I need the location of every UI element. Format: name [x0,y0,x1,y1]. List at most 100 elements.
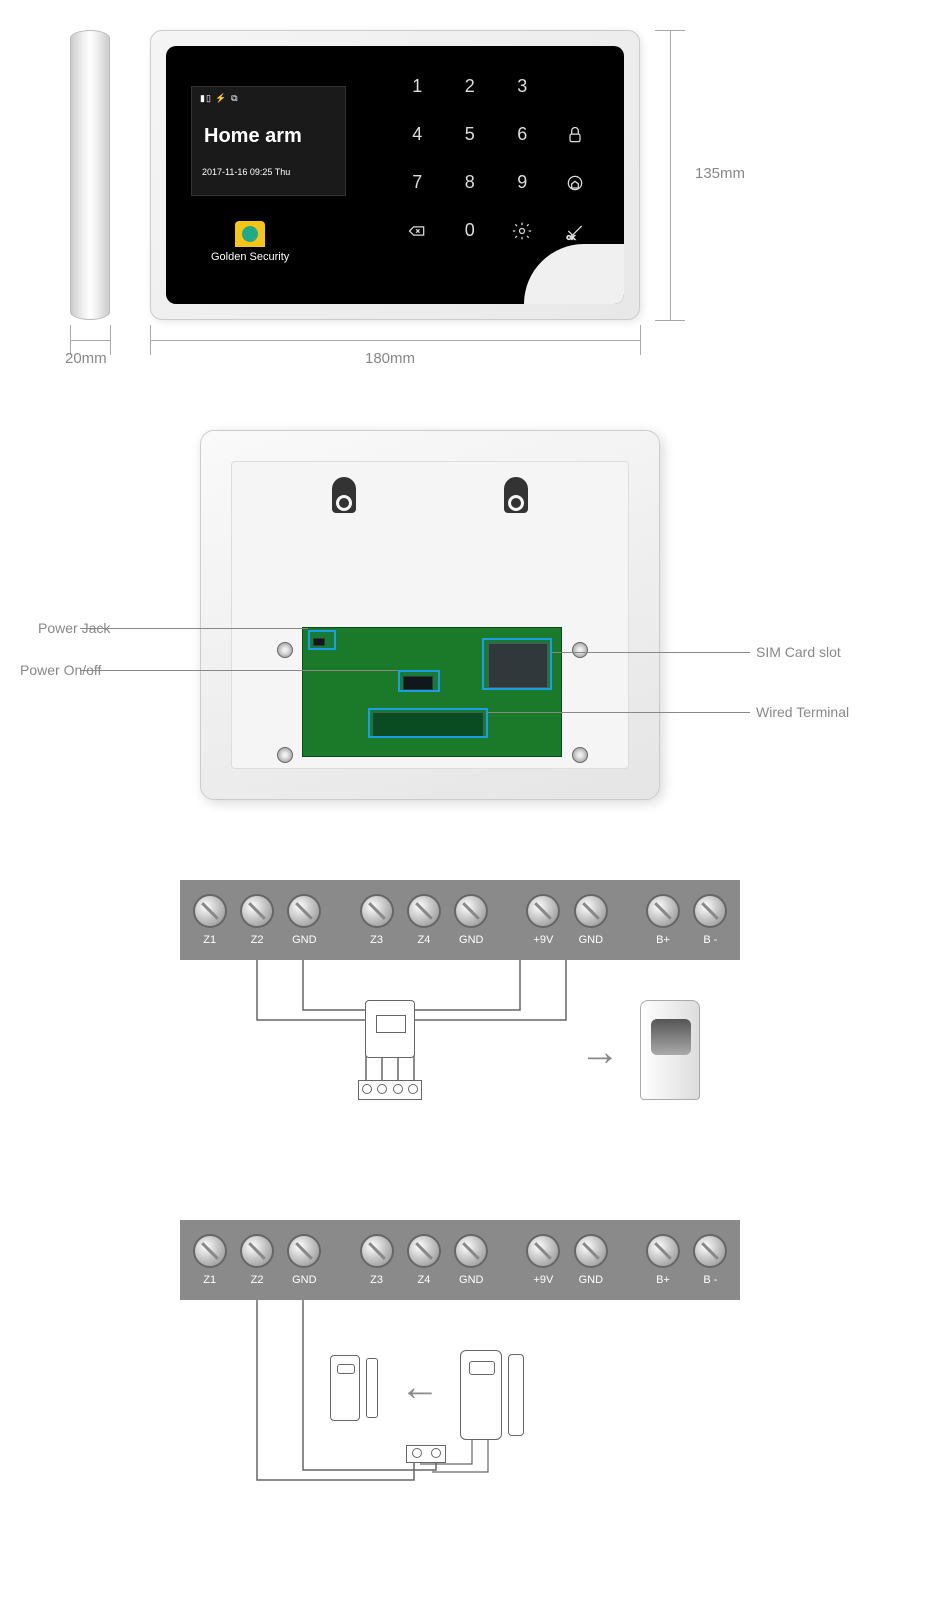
brand-name: Golden Security [211,251,289,263]
lcd-screen: ▮▯ ⚡ ⧉ Home arm 2017-11-16 09:25 Thu [191,86,346,196]
terminal-gnd: GND [285,894,324,946]
terminal-z2: Z2 [237,1234,276,1286]
pir-sensor-icon [640,1000,700,1100]
key-2[interactable]: 2 [444,71,497,101]
terminal-z1: Z1 [190,1234,229,1286]
dim-label-depth: 20mm [65,350,107,367]
dim-line-depth [70,340,110,341]
terminal-z3: Z3 [357,1234,396,1286]
terminal-label: B - [691,1274,730,1286]
wiring-diagram-pir: Z1Z2GNDZ3Z4GND+9VGNDB+B - → [0,860,930,1200]
key-5[interactable]: 5 [444,119,497,149]
terminal-screw-icon [287,894,321,928]
key-blank [549,71,602,101]
dim-line-height [670,30,671,320]
key-8[interactable]: 8 [444,167,497,197]
callout-label-power-onoff: Power On/off [20,662,101,678]
back-callouts-section: Power Jack Power On/off SIM Card slot Wi… [0,420,930,860]
terminal-screw-icon [240,894,274,928]
key-9[interactable]: 9 [496,167,549,197]
terminal-screw-icon [407,894,441,928]
screw-icon [277,642,293,658]
key-7[interactable]: 7 [391,167,444,197]
terminal-label: GND [571,1274,610,1286]
terminal-screw-icon [574,1234,608,1268]
key-4[interactable]: 4 [391,119,444,149]
terminal-label: Z1 [190,934,229,946]
terminal-label: Z3 [357,1274,396,1286]
callout-label-wired-terminal: Wired Terminal [756,704,849,720]
terminal-z4: Z4 [404,1234,443,1286]
key-1[interactable]: 1 [391,71,444,101]
terminal-screw-icon [287,1234,321,1268]
terminal-label: B+ [643,934,682,946]
brand-house-icon [235,221,265,247]
dim-label-height: 135mm [695,165,745,182]
key-settings-icon[interactable] [496,215,549,245]
terminal-label: Z3 [357,934,396,946]
device-side-view [70,30,110,320]
terminal-b: B - [691,1234,730,1286]
terminal-label: B+ [643,1274,682,1286]
key-home-icon[interactable] [549,167,602,197]
terminal-screw-icon [574,894,608,928]
terminal-label: GND [452,934,491,946]
key-ok-icon[interactable]: OK [549,215,602,245]
terminal-screw-icon [193,1234,227,1268]
terminal-screw-icon [193,894,227,928]
key-lock-icon[interactable] [549,119,602,149]
key-0[interactable]: 0 [444,215,497,245]
device-front-panel: ▮▯ ⚡ ⧉ Home arm 2017-11-16 09:25 Thu Gol… [166,46,624,304]
terminal-label: +9V [524,934,563,946]
terminal-screw-icon [693,1234,727,1268]
terminal-b: B+ [643,1234,682,1286]
terminal-screw-icon [693,894,727,928]
terminal-screw-icon [526,1234,560,1268]
screw-icon [277,747,293,763]
terminal-screw-icon [454,894,488,928]
mounting-hole-icon [332,477,356,513]
terminal-label: Z4 [404,934,443,946]
terminal-strip: Z1Z2GNDZ3Z4GND+9VGNDB+B - [180,1220,740,1300]
terminal-gnd: GND [452,1234,491,1286]
callout-box-power-jack [308,630,336,650]
callout-box-sim-slot [482,638,552,690]
dim-label-width: 180mm [365,350,415,367]
terminal-screw-icon [407,1234,441,1268]
terminal-label: Z4 [404,1274,443,1286]
screw-icon [572,747,588,763]
dim-line-width [150,340,640,341]
terminal-screw-icon [526,894,560,928]
terminal-gnd: GND [571,1234,610,1286]
terminal-b: B+ [643,894,682,946]
terminal-z1: Z1 [190,894,229,946]
mounting-hole-icon [504,477,528,513]
sensor-terminal-icon [358,1080,422,1100]
terminal-z3: Z3 [357,894,396,946]
terminal-b: B - [691,894,730,946]
callout-box-power-switch [398,670,440,692]
terminal-label: Z1 [190,1274,229,1286]
terminal-label: Z2 [237,1274,276,1286]
terminal-screw-icon [646,1234,680,1268]
device-front-view: ▮▯ ⚡ ⧉ Home arm 2017-11-16 09:25 Thu Gol… [150,30,640,320]
terminal-z4: Z4 [404,894,443,946]
wiring-lines-pir: → [180,960,740,1190]
terminal-screw-icon [360,894,394,928]
lcd-status-icons: ▮▯ ⚡ ⧉ [200,93,239,104]
lcd-date-time: 2017-11-16 09:25 Thu [202,167,290,177]
callout-label-sim-slot: SIM Card slot [756,644,841,660]
touch-keypad: 1 2 3 4 5 6 7 8 9 0 OK [391,71,601,245]
terminal-label: GND [452,1274,491,1286]
terminal-strip: Z1Z2GNDZ3Z4GND+9VGNDB+B - [180,880,740,960]
terminal-screw-icon [454,1234,488,1268]
front-dimensions-section: ▮▯ ⚡ ⧉ Home arm 2017-11-16 09:25 Thu Gol… [0,0,930,420]
terminal-label: +9V [524,1274,563,1286]
key-6[interactable]: 6 [496,119,549,149]
arrow-right-icon: → [580,1030,620,1075]
key-delete-icon[interactable] [391,215,444,245]
terminal-9v: +9V [524,894,563,946]
terminal-screw-icon [360,1234,394,1268]
key-3[interactable]: 3 [496,71,549,101]
terminal-9v: +9V [524,1234,563,1286]
